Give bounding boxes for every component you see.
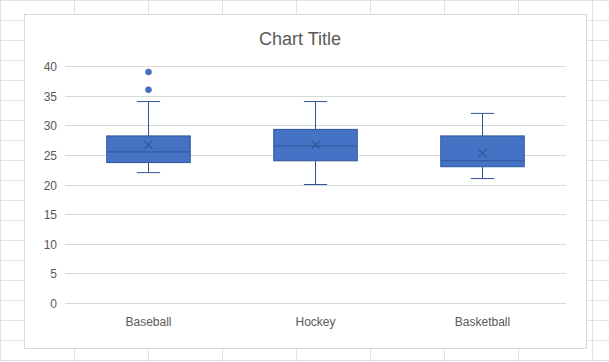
median-line bbox=[107, 151, 191, 152]
y-tick-label: 5 bbox=[50, 267, 57, 281]
chart-area bbox=[25, 15, 587, 349]
min-cap bbox=[304, 184, 327, 185]
grid-line bbox=[65, 185, 566, 186]
lower-whisker bbox=[315, 161, 316, 185]
upper-whisker bbox=[148, 102, 149, 136]
mean-marker bbox=[145, 141, 153, 149]
y-tick-label: 40 bbox=[44, 60, 58, 74]
outlier bbox=[146, 69, 152, 75]
x-tick-label: Basketball bbox=[455, 315, 510, 329]
grid-line bbox=[65, 273, 566, 274]
y-tick-label: 15 bbox=[44, 208, 58, 222]
y-tick-label: 10 bbox=[44, 238, 58, 252]
min-cap bbox=[137, 172, 160, 173]
max-cap bbox=[471, 113, 494, 114]
box-group bbox=[441, 113, 525, 178]
y-tick-label: 0 bbox=[50, 297, 57, 311]
box-group bbox=[107, 69, 191, 173]
grid-line bbox=[65, 244, 566, 245]
y-tick-label: 30 bbox=[44, 119, 58, 133]
mean-marker bbox=[479, 149, 487, 157]
upper-whisker bbox=[482, 113, 483, 136]
upper-whisker bbox=[315, 102, 316, 130]
grid-line bbox=[65, 66, 566, 67]
y-tick-label: 25 bbox=[44, 149, 58, 163]
grid-line bbox=[65, 214, 566, 215]
max-cap bbox=[137, 101, 160, 102]
box bbox=[441, 136, 525, 167]
box-group bbox=[274, 102, 358, 185]
mean-marker bbox=[312, 141, 320, 149]
y-tick-label: 35 bbox=[44, 90, 58, 104]
x-tick-label: Hockey bbox=[295, 315, 335, 329]
y-tick-label: 20 bbox=[44, 179, 58, 193]
chart-title: Chart Title bbox=[259, 29, 341, 49]
chart-svg: Chart Title 0 5 10 15 20 25 30 35 40 Baseball Hocke… bbox=[0, 0, 609, 362]
outlier bbox=[146, 87, 152, 93]
median-line bbox=[441, 160, 525, 161]
grid bbox=[65, 67, 566, 304]
box bbox=[274, 129, 358, 160]
grid-line bbox=[65, 303, 566, 304]
x-tick-label: Baseball bbox=[125, 315, 171, 329]
marks bbox=[107, 69, 525, 185]
grid-line bbox=[65, 96, 566, 97]
box bbox=[107, 136, 191, 163]
lower-whisker bbox=[482, 167, 483, 179]
lower-whisker bbox=[148, 163, 149, 173]
min-cap bbox=[471, 178, 494, 179]
max-cap bbox=[304, 101, 327, 102]
